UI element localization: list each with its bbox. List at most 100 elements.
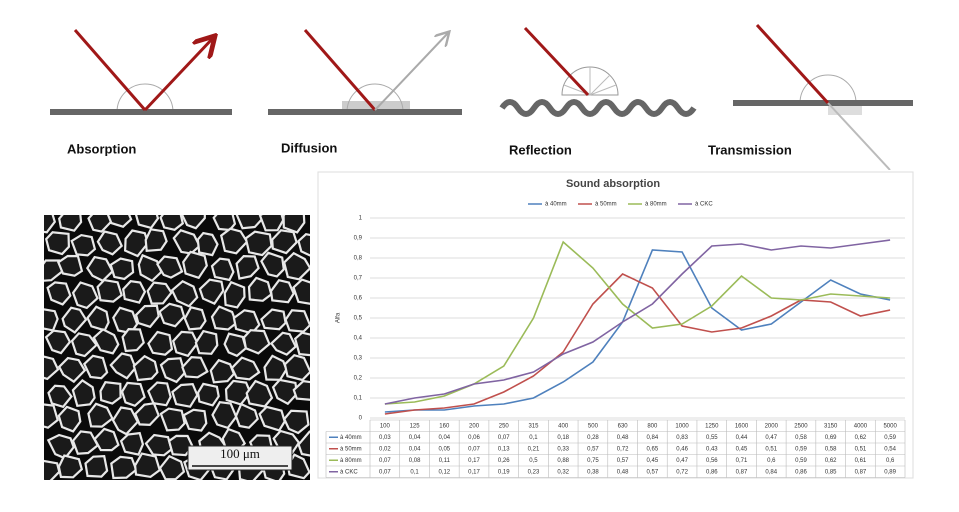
y-tick-label: 0,7 — [354, 276, 363, 282]
cell — [57, 454, 84, 479]
cell — [260, 251, 285, 278]
series-line — [384, 273, 891, 415]
absorption-diagram — [50, 29, 232, 115]
cell — [82, 354, 109, 380]
cell — [47, 384, 73, 409]
table-cell: 0,05 — [438, 446, 450, 452]
y-tick-label: 1 — [359, 216, 363, 222]
cell — [44, 308, 59, 332]
cell — [258, 405, 286, 432]
cell — [57, 356, 87, 384]
table-cell: 0,07 — [468, 446, 480, 452]
cell — [235, 215, 264, 230]
cell — [211, 401, 238, 430]
cell — [271, 378, 299, 406]
table-cell: 0,84 — [765, 469, 777, 475]
table-cell: 0,54 — [884, 446, 896, 452]
table-cell: 0,87 — [855, 469, 867, 475]
cell — [170, 279, 199, 308]
x-tick-label: 1250 — [705, 423, 719, 429]
table-cell: 0,72 — [676, 469, 688, 475]
cell — [244, 230, 273, 257]
cell — [181, 215, 206, 230]
cell — [283, 353, 310, 382]
cell — [194, 329, 219, 355]
table-cell: 0,47 — [676, 458, 688, 464]
cell — [99, 381, 122, 405]
table-cell: 0,32 — [557, 469, 569, 475]
cell — [297, 233, 310, 257]
x-tick-label: 2000 — [765, 423, 779, 429]
legend-label: à 50mm — [595, 202, 617, 208]
table-cell: 0,07 — [498, 435, 510, 441]
diffusion-diagram — [268, 29, 462, 115]
table-cell: 0,58 — [825, 446, 837, 452]
cell — [212, 215, 237, 232]
cell — [196, 231, 219, 257]
table-cell: 0,1 — [410, 469, 419, 475]
cell — [96, 278, 123, 303]
cell — [56, 254, 84, 277]
table-cell: 0,58 — [795, 435, 807, 441]
y-tick-label: 0,6 — [354, 296, 363, 302]
table-cell: 0,62 — [825, 458, 837, 464]
table-cell: 0,59 — [795, 458, 807, 464]
table-cell: 0,18 — [557, 435, 569, 441]
series-line — [384, 239, 891, 405]
table-cell: 0,13 — [498, 446, 510, 452]
cell — [171, 330, 199, 358]
diagram-label: Diffusion — [281, 140, 337, 155]
table-cell: 0,17 — [468, 469, 480, 475]
cell — [134, 215, 160, 230]
cell — [196, 382, 220, 407]
cell — [271, 229, 298, 255]
table-cell: 0,45 — [736, 446, 748, 452]
table-cell: 0,07 — [379, 458, 391, 464]
x-tick-label: 800 — [647, 423, 658, 429]
cell — [198, 278, 225, 305]
cell — [183, 306, 207, 331]
table-cell: 0,85 — [825, 469, 837, 475]
table-cell: 0,26 — [498, 458, 510, 464]
cell — [282, 215, 306, 234]
cell — [134, 402, 160, 427]
table-cell: 0,69 — [825, 435, 837, 441]
cell — [158, 302, 186, 328]
table-cell: 0,38 — [587, 469, 599, 475]
cell — [120, 381, 146, 408]
table-cell: 0,04 — [409, 435, 421, 441]
reflection-diagram — [499, 26, 697, 117]
table-cell: 0,59 — [795, 446, 807, 452]
cell — [46, 281, 72, 306]
x-tick-label: 100 — [380, 423, 391, 429]
cell — [132, 354, 159, 382]
table-cell: 0,03 — [379, 435, 391, 441]
table-cell: 0,71 — [736, 458, 748, 464]
table-cell: 0,57 — [647, 469, 659, 475]
cell — [234, 402, 259, 429]
table-cell: 0,84 — [647, 435, 659, 441]
table-cell: 0,89 — [884, 469, 896, 475]
cell — [260, 308, 287, 331]
scale-label: 100 μm — [220, 446, 260, 461]
table-cell: 0,1 — [529, 435, 538, 441]
cell — [122, 280, 147, 304]
y-tick-label: 0,1 — [354, 396, 363, 402]
cell — [230, 356, 261, 381]
cell — [223, 332, 248, 358]
table-cell: 0,62 — [855, 435, 867, 441]
cell — [159, 215, 185, 231]
row-label: à 80mm — [340, 458, 362, 464]
cell — [58, 215, 83, 232]
table-cell: 0,5 — [529, 458, 538, 464]
table-cell: 0,28 — [587, 435, 599, 441]
table-cell: 0,51 — [765, 446, 777, 452]
cell — [293, 331, 310, 357]
table-cell: 0,06 — [468, 435, 480, 441]
cell — [70, 332, 98, 358]
cell — [146, 381, 172, 407]
cell — [144, 433, 173, 457]
cell — [93, 427, 120, 452]
x-tick-label: 2500 — [794, 423, 808, 429]
table-cell: 0,45 — [647, 458, 659, 464]
